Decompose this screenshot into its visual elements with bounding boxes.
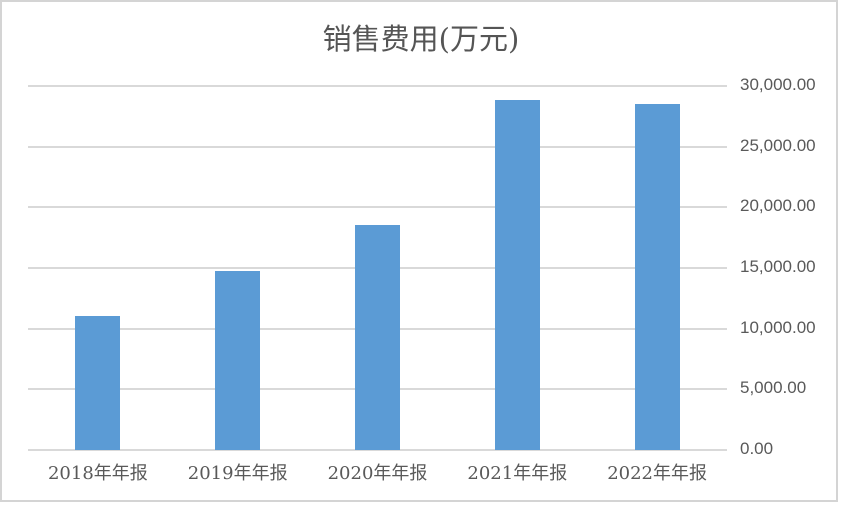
gridline-0 [28, 449, 727, 451]
x-tick-label-2018年年报: 2018年年报 [47, 463, 148, 484]
bar-2018年年报[interactable] [75, 315, 121, 450]
y-tick-label-20000: 20,000.00 [740, 196, 816, 216]
x-tick-label-2019年年报: 2019年年报 [187, 463, 288, 484]
gridline-20000 [28, 206, 727, 209]
bar-2021年年报[interactable] [494, 99, 540, 450]
y-tick-label-15000: 15,000.00 [740, 257, 816, 276]
plot-area [28, 85, 727, 451]
x-tick-label-2020年年报: 2020年年报 [327, 463, 428, 484]
x-tick-label-2022年年报: 2022年年报 [607, 463, 707, 484]
x-tick-label-2021年年报: 2021年年报 [467, 463, 568, 484]
y-tick-label-25000: 25,000.00 [740, 135, 816, 155]
gridline-30000 [28, 85, 727, 87]
y-tick-label-10000: 10,000.00 [740, 317, 816, 337]
bar-2019年年报[interactable] [215, 270, 261, 450]
y-tick-label-30000: 30,000.00 [740, 75, 816, 94]
chart-title: 销售费用(万元) [322, 22, 520, 56]
bar-2020年年报[interactable] [355, 224, 400, 450]
y-tick-label-5000: 5,000.00 [740, 378, 807, 398]
gridline-25000 [28, 145, 727, 148]
bar-2022年年报[interactable] [634, 103, 680, 450]
y-tick-label-0: 0.00 [740, 439, 774, 458]
